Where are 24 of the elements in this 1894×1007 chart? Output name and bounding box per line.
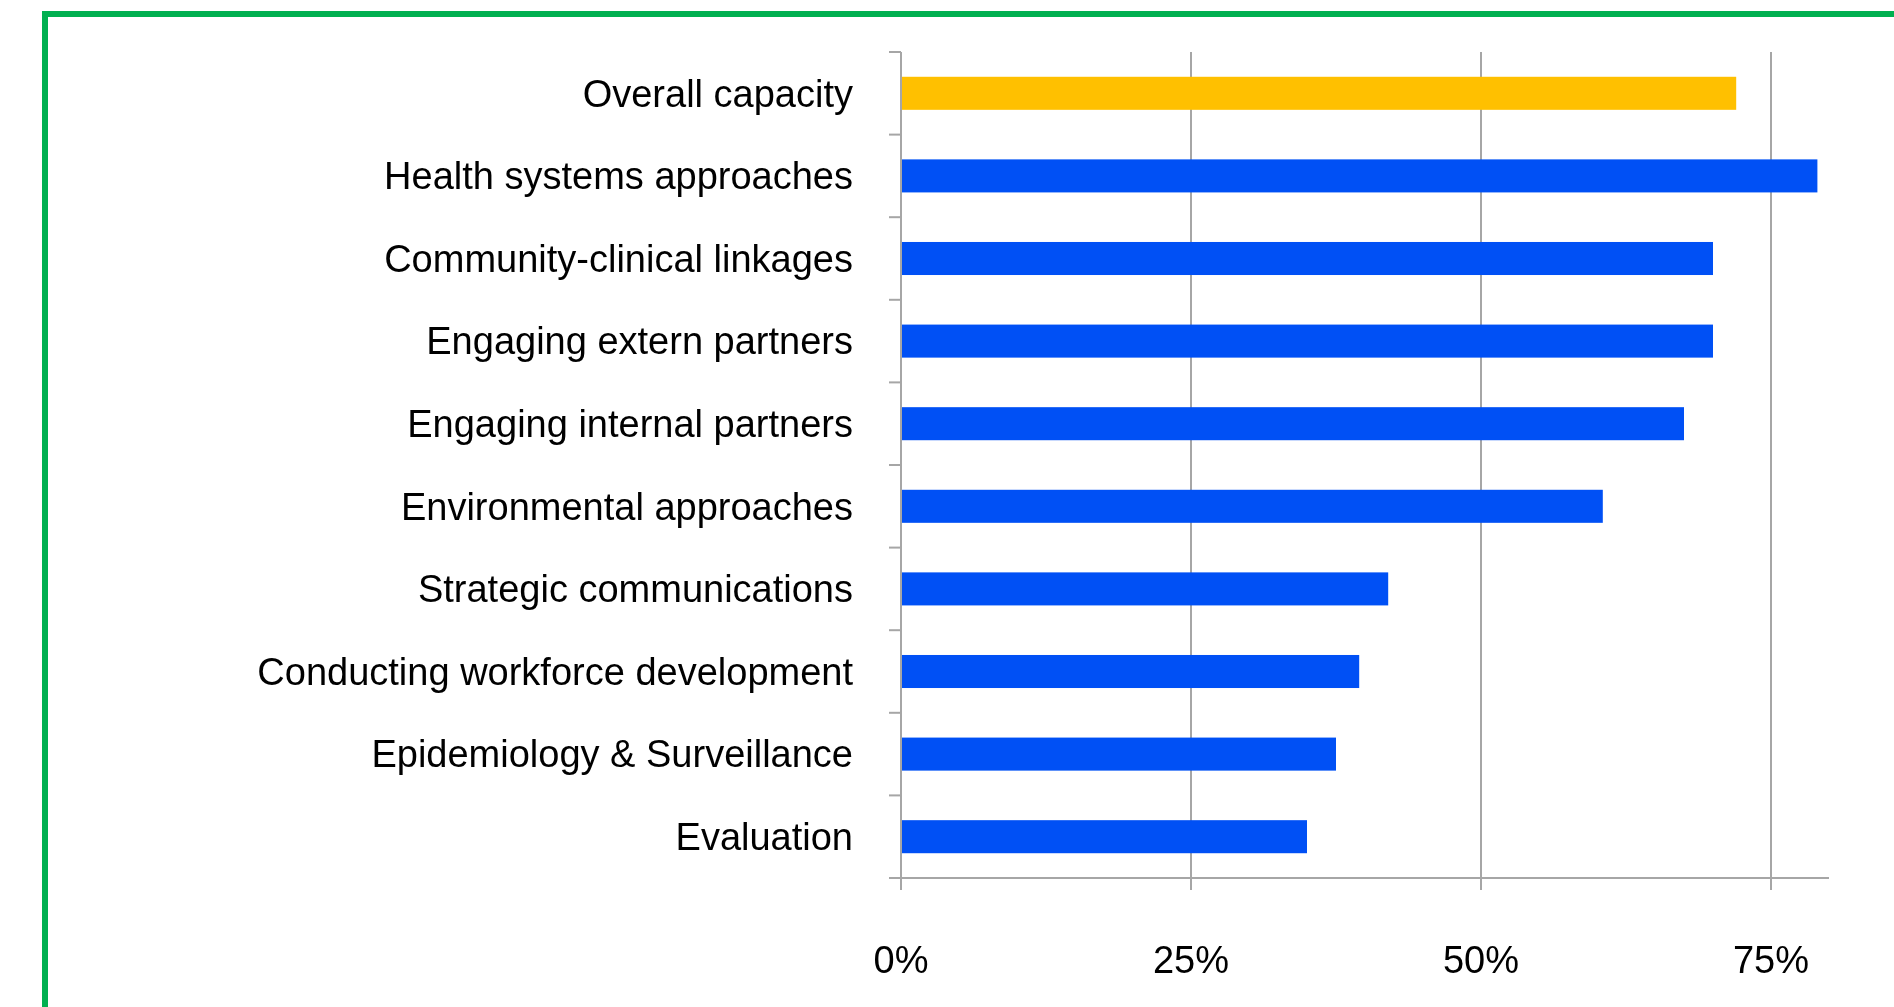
y-tick-label: Strategic communications	[417, 568, 853, 611]
y-tick-label: Health systems approaches	[384, 155, 853, 198]
y-tick-label: Engaging extern partners	[426, 320, 853, 363]
x-tick-label: 50%	[1442, 939, 1520, 981]
bar	[901, 572, 1389, 606]
x-tick-label: 25%	[1152, 939, 1230, 981]
y-tick-label: Evaluation	[675, 816, 853, 858]
y-tick-label: Environmental approaches	[400, 485, 853, 528]
bar	[901, 489, 1603, 523]
x-tick-label: 75%	[1732, 939, 1810, 981]
bar	[901, 737, 1336, 771]
bar	[901, 241, 1713, 276]
bar	[901, 159, 1818, 193]
bar	[901, 76, 1737, 110]
y-tick-label: Overall capacity	[582, 72, 853, 115]
bar	[901, 407, 1684, 441]
bar	[901, 820, 1307, 854]
bar	[901, 654, 1360, 689]
bar	[901, 324, 1713, 358]
y-tick-label: Conducting workforce development	[257, 650, 854, 693]
y-tick-label: Community-clinical linkages	[384, 237, 853, 280]
y-tick-label: Engaging internal partners	[407, 403, 853, 445]
y-tick-label: Epidemiology & Surveillance	[371, 733, 853, 776]
x-tick-label: 0%	[873, 939, 929, 981]
